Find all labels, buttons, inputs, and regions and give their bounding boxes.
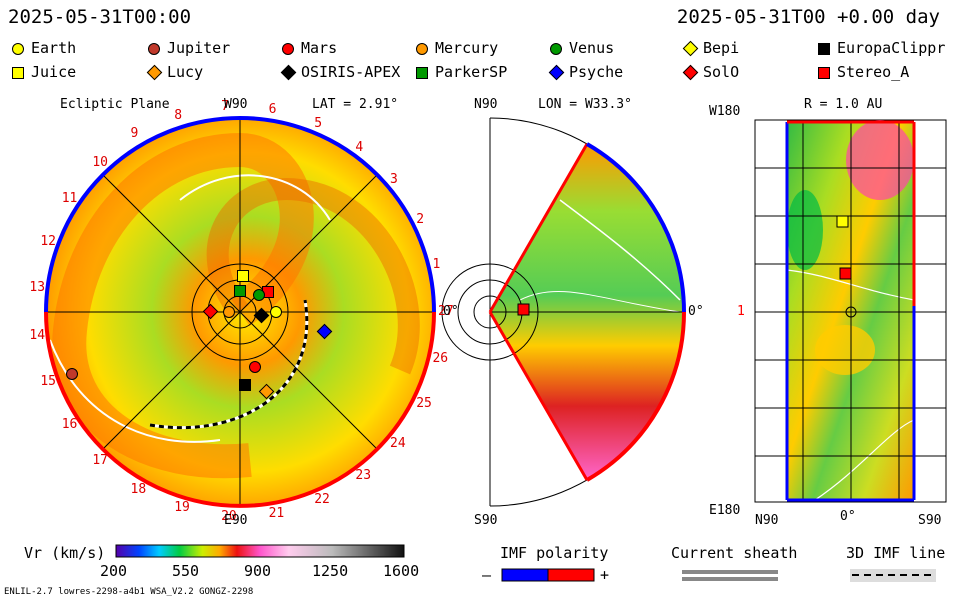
- carrington-tick-1: 1: [432, 256, 441, 272]
- carrington-tick-11: 11: [61, 191, 78, 207]
- meridional-panel: [441, 117, 686, 507]
- legend-marker-earth: [12, 43, 24, 55]
- carrington-tick-10: 10: [92, 154, 108, 170]
- carrington-tick-18: 18: [130, 481, 147, 497]
- legend-label-parkersp: ParkerSP: [435, 63, 508, 81]
- imf3d-label: 3D IMF line: [846, 544, 946, 562]
- earth-marker: [270, 306, 282, 318]
- carrington-tick-5: 5: [314, 115, 323, 131]
- vr-colorbar-label: Vr (km/s): [24, 544, 106, 562]
- juice-marker: [237, 270, 249, 282]
- legend-label-jupiter: Jupiter: [167, 39, 231, 57]
- legend-marker-europaclippr: [818, 43, 830, 55]
- jupiter-marker: [66, 368, 78, 380]
- meridional-lon-label: LON = W33.3°: [538, 97, 632, 112]
- carrington-tick-23: 23: [355, 468, 372, 484]
- radial-x-left-label: N90: [755, 513, 779, 528]
- radial-x-mid-label: 0°: [840, 509, 856, 524]
- carrington-tick-6: 6: [268, 102, 277, 118]
- carrington-tick-9: 9: [130, 126, 139, 142]
- legend-label-psyche: Psyche: [569, 63, 624, 81]
- legend-label-solo: SolO: [703, 63, 740, 81]
- legend-marker-parkersp: [416, 67, 428, 79]
- legend-label-juice: Juice: [31, 63, 77, 81]
- vr-tick-4: 1600: [383, 562, 420, 580]
- legend-label-earth: Earth: [31, 39, 77, 57]
- radial-r-label: R = 1.0 AU: [804, 97, 883, 112]
- imf-polarity-label: IMF polarity: [500, 544, 609, 562]
- carrington-tick-16: 16: [61, 416, 78, 432]
- parkersp-marker: [234, 285, 246, 297]
- imf-plus-label: +: [600, 566, 610, 584]
- legend-label-europaclippr: EuropaClippr: [837, 39, 946, 57]
- radial-mid-left-label: 1: [737, 304, 745, 319]
- legend-marker-venus: [550, 43, 562, 55]
- model-footer: ENLIL-2.7 lowres-2298-a4b1 WSA_V2.2 GONG…: [4, 587, 254, 597]
- legend-marker-mercury: [416, 43, 428, 55]
- legend-label-bepi: Bepi: [703, 39, 740, 57]
- legend-label-lucy: Lucy: [167, 63, 204, 81]
- sheath-line-1: [682, 570, 778, 574]
- carrington-tick-2: 2: [416, 211, 425, 227]
- legend-label-osiris-apex: OSIRIS-APEX: [301, 63, 401, 81]
- carrington-tick-3: 3: [390, 172, 398, 188]
- carrington-tick-4: 4: [355, 139, 364, 155]
- meridional-bottom-label: S90: [474, 513, 498, 528]
- vr-tick-2: 900: [244, 562, 272, 580]
- ecliptic-lat-label: LAT = 2.91°: [312, 97, 399, 112]
- legend-label-venus: Venus: [569, 39, 615, 57]
- carrington-tick-14: 14: [29, 327, 46, 343]
- carrington-tick-13: 13: [29, 280, 46, 296]
- carrington-tick-24: 24: [390, 435, 406, 451]
- vr-tick-0: 200: [100, 562, 128, 580]
- vr-tick-1: 550: [172, 562, 200, 580]
- venus-marker: [253, 289, 265, 301]
- imf-plus-swatch: [547, 568, 595, 582]
- carrington-tick-27: 27: [438, 304, 454, 319]
- relative-time-label: 2025-05-31T00 +0.00 day: [676, 6, 940, 28]
- imf-minus-swatch: [501, 568, 549, 582]
- radial-top-left-label: W180: [709, 104, 741, 119]
- carrington-tick-15: 15: [40, 374, 57, 390]
- carrington-tick-19: 19: [174, 500, 190, 516]
- radial-map-panel: [754, 119, 947, 503]
- meridional-top-label: N90: [474, 97, 498, 112]
- carrington-tick-22: 22: [314, 492, 330, 508]
- carrington-tick-21: 21: [268, 505, 285, 521]
- legend-label-stereo-a: Stereo_A: [837, 63, 910, 81]
- legend-marker-juice: [12, 67, 24, 79]
- carrington-tick-7: 7: [221, 99, 229, 115]
- europaclippr-marker: [239, 379, 251, 391]
- mercury-marker: [223, 306, 235, 318]
- meridional-right-label: 0°: [688, 304, 704, 319]
- ecliptic-top-label: W90: [224, 97, 248, 112]
- current-sheath-label: Current sheath: [671, 544, 798, 562]
- carrington-tick-25: 25: [416, 396, 432, 411]
- legend-marker-mars: [282, 43, 294, 55]
- legend-marker-stereo-a: [818, 67, 830, 79]
- radial-x-right-label: S90: [918, 513, 942, 528]
- legend-label-mars: Mars: [301, 39, 338, 57]
- carrington-tick-8: 8: [174, 107, 183, 123]
- ecliptic-plane-panel: [44, 116, 436, 508]
- carrington-tick-26: 26: [432, 351, 449, 367]
- mars-marker: [249, 361, 261, 373]
- carrington-tick-17: 17: [92, 453, 108, 469]
- vr-tick-3: 1250: [312, 562, 349, 580]
- legend-marker-jupiter: [148, 43, 160, 55]
- sheath-line-2: [682, 577, 778, 581]
- carrington-tick-12: 12: [40, 233, 57, 249]
- vr-colorbar: [115, 544, 405, 558]
- radial-bottom-left-label: E180: [709, 503, 741, 518]
- imf-minus-label: –: [482, 566, 492, 584]
- carrington-tick-20: 20: [221, 508, 237, 524]
- datetime-label: 2025-05-31T00:00: [8, 6, 192, 28]
- ecliptic-right-label: 0°: [443, 304, 459, 319]
- legend-label-mercury: Mercury: [435, 39, 499, 57]
- ecliptic-title: Ecliptic Plane: [60, 97, 170, 112]
- ecliptic-bottom-label: E90: [224, 513, 248, 528]
